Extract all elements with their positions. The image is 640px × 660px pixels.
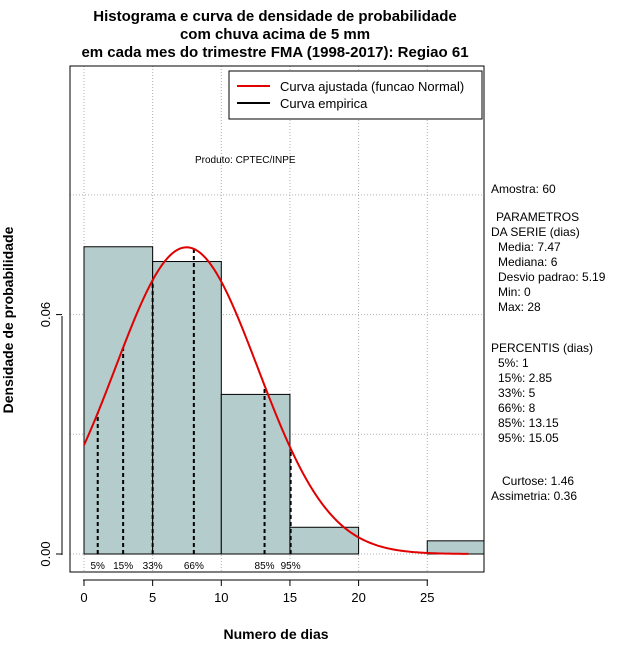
stats-kurtosis: Curtose: 1.46 — [502, 474, 574, 488]
stats-sample: Amostra: 60 — [491, 182, 556, 196]
histogram-bar — [152, 261, 222, 555]
x-tick-label: 25 — [420, 590, 434, 605]
percentile-label: 33% — [143, 561, 163, 572]
x-tick-label: 20 — [351, 590, 365, 605]
histogram-bar — [426, 540, 485, 555]
stats-skewness: Assimetria: 0.36 — [491, 489, 577, 503]
percentile-lines: 5% 15% 33% 66% 85% 95% — [91, 248, 301, 572]
x-axis-label: Numero de dias — [223, 626, 328, 642]
stats-percentiles-heading: PERCENTIS (dias) — [491, 341, 593, 355]
histogram-bars — [83, 246, 485, 555]
chart-title-line-2: com chuva acima de 5 mm — [180, 26, 370, 43]
percentile-label: 85% — [255, 561, 275, 572]
legend-box — [228, 70, 483, 120]
stats-min: Min: 0 — [498, 285, 531, 299]
credit-text: Produto: CPTEC/INPE — [195, 155, 296, 166]
histogram-bar — [289, 526, 360, 555]
stats-p5: 5%: 1 — [498, 356, 529, 370]
stats-p85: 85%: 13.15 — [498, 416, 559, 430]
histogram-bar — [220, 393, 291, 555]
normal-fit-curve — [83, 246, 469, 555]
stats-p15: 15%: 2.85 — [498, 371, 552, 385]
legend-label-normal: Curva ajustada (funcao Normal) — [280, 79, 464, 94]
y-tick-label: 0.00 — [38, 541, 53, 566]
stats-max: Max: 28 — [498, 300, 541, 314]
stats-params-heading: PARAMETROS — [496, 210, 579, 224]
stats-p66: 66%: 8 — [498, 401, 536, 415]
stats-median: Mediana: 6 — [498, 255, 558, 269]
x-tick-label: 5 — [149, 590, 156, 605]
chart-title-line-1: Histograma e curva de densidade de proba… — [93, 8, 456, 25]
y-axis-ticks: 0.00 0.06 — [38, 302, 62, 567]
y-tick-label: 0.06 — [38, 302, 53, 327]
stats-sd: Desvio padrao: 5.19 — [498, 270, 606, 284]
stats-mean: Media: 7.47 — [498, 240, 561, 254]
stats-p33: 33%: 5 — [498, 386, 536, 400]
percentile-label: 5% — [91, 561, 106, 572]
legend: Curva ajustada (funcao Normal) Curva emp… — [228, 70, 483, 120]
stats-panel: Amostra: 60 PARAMETROS DA SERIE (dias) M… — [491, 182, 606, 503]
stats-p95: 95%: 15.05 — [498, 431, 559, 445]
legend-label-empirical: Curva empirica — [280, 96, 368, 111]
plot-frame — [69, 65, 485, 573]
percentile-label: 15% — [113, 561, 133, 572]
percentile-label: 95% — [281, 561, 301, 572]
histogram-bar — [83, 246, 154, 555]
y-axis-label: Densidade de probabilidade — [0, 226, 16, 413]
x-axis-ticks: 0 5 10 15 20 25 — [80, 580, 434, 605]
x-tick-label: 10 — [214, 590, 228, 605]
percentile-label: 66% — [184, 561, 204, 572]
chart-title-line-3: em cada mes do trimestre FMA (1998-2017)… — [81, 44, 468, 61]
x-tick-label: 15 — [283, 590, 297, 605]
stats-params-subheading: DA SERIE (dias) — [491, 225, 580, 239]
x-tick-label: 0 — [80, 590, 87, 605]
